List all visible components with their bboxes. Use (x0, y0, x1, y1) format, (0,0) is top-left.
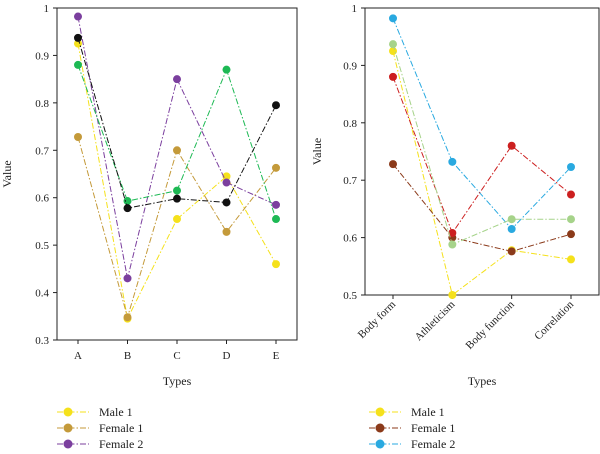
data-point (74, 33, 82, 42)
series-line (392, 18, 572, 230)
data-point (272, 101, 280, 110)
x-tick-label: A (74, 350, 82, 362)
data-point (448, 229, 457, 238)
data-point (507, 224, 516, 233)
data-point (448, 157, 457, 166)
x-tick-label: Body function (464, 298, 518, 352)
series-line (392, 44, 571, 246)
x-axis-title: Types (163, 374, 192, 388)
data-point (222, 172, 231, 181)
series-line (77, 37, 277, 209)
y-tick-label: 0.3 (35, 335, 49, 347)
series-line (77, 136, 277, 320)
x-tick-label: B (124, 350, 131, 362)
data-point (567, 215, 575, 224)
data-point (123, 274, 132, 283)
data-point (389, 40, 397, 49)
data-point (567, 190, 575, 199)
y-tick-label: 0.9 (343, 60, 357, 72)
data-point (272, 163, 280, 172)
plot-frame (56, 7, 298, 341)
data-point (389, 14, 397, 23)
data-point (173, 146, 181, 155)
y-tick-label: 0.7 (35, 145, 49, 157)
data-point (123, 197, 132, 206)
data-point (173, 215, 181, 224)
x-tick-label: Body form (356, 298, 399, 341)
y-axis-title: Value (310, 138, 324, 165)
y-tick-label: 0.5 (35, 240, 49, 252)
x-tick-label: Athleticism (413, 298, 458, 343)
y-tick-label: 0.8 (343, 118, 357, 130)
x-tick-label: C (173, 350, 180, 362)
x-tick-label: Correlation (532, 298, 576, 342)
y-tick-label: 0.9 (35, 50, 49, 62)
data-point (567, 230, 575, 239)
data-point (448, 291, 457, 299)
y-tick-label: 0.8 (35, 98, 49, 110)
legend-label: Female 2 (99, 437, 143, 451)
legend-label: Female 1 (411, 421, 455, 435)
data-point (222, 65, 231, 74)
y-tick-label: 0.6 (343, 233, 357, 245)
legend-marker (375, 439, 385, 449)
data-point (507, 141, 516, 150)
legend-label: Female 2 (411, 437, 455, 451)
legend-marker (63, 407, 73, 417)
y-axis-title: Value (0, 160, 14, 187)
y-tick-label: 0.7 (343, 175, 357, 187)
legend-marker (375, 407, 385, 417)
data-point (448, 240, 457, 249)
legend-label: Male 1 (99, 405, 133, 419)
legend-marker (63, 423, 73, 433)
data-point (123, 313, 132, 322)
y-tick-label: 1 (352, 3, 358, 15)
x-tick-label: E (273, 350, 280, 362)
data-point (272, 260, 280, 269)
legend-label: Male 1 (411, 405, 445, 419)
data-point (272, 200, 280, 209)
plot-frame (364, 7, 600, 296)
data-point (507, 247, 516, 256)
series-line (392, 76, 572, 235)
right-chart: 0.5 0.6 0.7 0.8 0.9 1 Body form Athleticism Body… (310, 3, 600, 451)
data-point (389, 47, 397, 56)
legend-marker (375, 423, 385, 433)
data-point (74, 133, 82, 142)
data-point (222, 198, 231, 207)
data-point (389, 160, 397, 169)
left-chart: 0.3 0.4 0.5 0.6 0.7 0.8 0.9 1 A B C D E Types Value Mal… (0, 3, 298, 451)
data-point (74, 39, 82, 48)
data-point (272, 215, 280, 224)
data-point (222, 227, 231, 236)
data-point (507, 215, 516, 224)
y-tick-label: 1 (44, 3, 50, 15)
data-point (222, 178, 231, 187)
y-tick-label: 0.6 (35, 193, 49, 205)
data-point (123, 204, 132, 213)
data-point (567, 162, 575, 171)
data-point (74, 12, 82, 21)
data-point (567, 255, 575, 264)
legend-marker (63, 439, 73, 449)
series-line (77, 64, 277, 220)
data-point (74, 60, 82, 69)
data-point (173, 186, 181, 195)
series-line (392, 50, 572, 296)
series-line (392, 163, 572, 252)
data-point (173, 194, 181, 203)
series-line (77, 43, 277, 321)
data-point (389, 72, 397, 81)
legend-label: Female 1 (99, 421, 143, 435)
y-tick-label: 0.5 (343, 290, 357, 302)
x-axis-title: Types (468, 374, 497, 388)
y-tick-label: 0.4 (35, 288, 49, 300)
data-point (173, 75, 181, 84)
x-tick-label: D (223, 350, 231, 362)
